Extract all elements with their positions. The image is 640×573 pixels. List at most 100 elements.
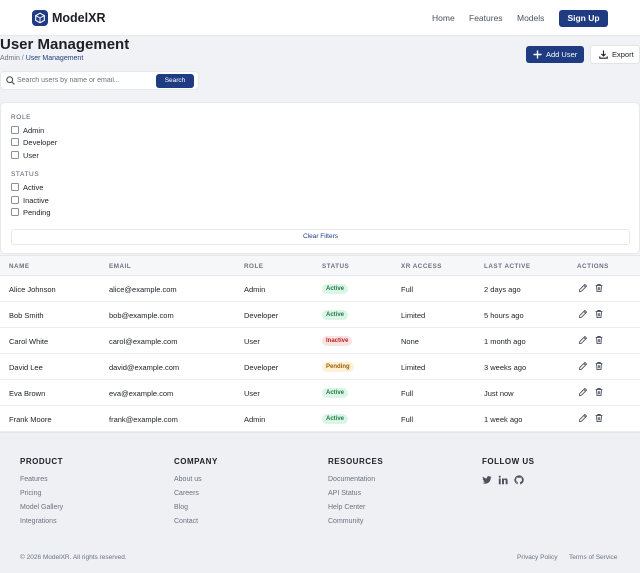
status-badge: Inactive bbox=[322, 336, 353, 346]
cell-last-active: 2 days ago bbox=[484, 285, 521, 294]
status-filter-title: STATUS bbox=[11, 171, 40, 178]
footer-link-features[interactable]: Features bbox=[20, 476, 48, 483]
nav-link-features[interactable]: Features bbox=[469, 13, 503, 23]
footer-link-pricing[interactable]: Pricing bbox=[20, 490, 42, 497]
page-title: User Management bbox=[0, 36, 130, 53]
trash-icon[interactable] bbox=[594, 283, 604, 293]
status-option-label: Active bbox=[23, 182, 44, 192]
trash-icon[interactable] bbox=[594, 413, 604, 423]
trash-icon[interactable] bbox=[594, 387, 604, 397]
cell-role: User bbox=[244, 337, 260, 346]
linkedin-icon[interactable] bbox=[498, 475, 508, 485]
breadcrumb-separator: / bbox=[19, 55, 26, 62]
add-user-label: Add User bbox=[546, 50, 578, 59]
column-header-xr-access[interactable]: XR ACCESS bbox=[401, 263, 443, 270]
trash-icon[interactable] bbox=[594, 361, 604, 371]
footer-link-integrations[interactable]: Integrations bbox=[20, 518, 57, 525]
add-user-button[interactable]: Add User bbox=[526, 46, 584, 63]
status-option-label: Inactive bbox=[23, 195, 49, 205]
search-bar: Search bbox=[0, 71, 199, 90]
cell-xr-access: Full bbox=[401, 415, 414, 424]
pencil-icon[interactable] bbox=[578, 309, 588, 319]
footer-link-help-center[interactable]: Help Center bbox=[328, 504, 366, 511]
admin-checkbox[interactable] bbox=[11, 126, 19, 134]
export-label: Export bbox=[612, 50, 634, 59]
table-row: Frank Moore frank@example.com Admin Full 1 w… bbox=[0, 406, 640, 432]
active-checkbox[interactable] bbox=[11, 183, 19, 191]
users-table: NAME EMAIL ROLE STATUS XR ACCESS LAST AC… bbox=[0, 255, 640, 432]
inactive-checkbox[interactable] bbox=[11, 196, 19, 204]
cell-email: david@example.com bbox=[109, 363, 180, 372]
status-badge: Active bbox=[322, 310, 349, 320]
pending-checkbox[interactable] bbox=[11, 208, 19, 216]
cell-name: Eva Brown bbox=[9, 389, 46, 398]
footer-link-contact[interactable]: Contact bbox=[174, 518, 199, 525]
footer-link-api-status[interactable]: API Status bbox=[328, 490, 362, 497]
role-option-label: User bbox=[23, 150, 39, 160]
pencil-icon[interactable] bbox=[578, 335, 588, 345]
cell-email: alice@example.com bbox=[109, 285, 177, 294]
column-header-email[interactable]: EMAIL bbox=[109, 263, 132, 270]
breadcrumb-root[interactable]: Admin bbox=[0, 55, 20, 62]
user-checkbox[interactable] bbox=[11, 151, 19, 159]
role-option-label: Admin bbox=[23, 125, 45, 135]
footer-product-title: PRODUCT bbox=[20, 457, 64, 466]
cell-name: Alice Johnson bbox=[9, 285, 56, 294]
footer-link-blog[interactable]: Blog bbox=[174, 504, 189, 511]
status-badge: Pending bbox=[322, 362, 354, 372]
table-row: Alice Johnson alice@example.com Admin Full 2… bbox=[0, 276, 640, 302]
cell-last-active: 1 month ago bbox=[484, 337, 526, 346]
search-icon bbox=[6, 76, 15, 85]
role-filter-title: ROLE bbox=[11, 114, 32, 121]
column-header-name[interactable]: NAME bbox=[9, 263, 30, 270]
footer-link-community[interactable]: Community bbox=[328, 518, 364, 525]
footer-link-model-gallery[interactable]: Model Gallery bbox=[20, 504, 64, 511]
cell-role: Admin bbox=[244, 415, 266, 424]
footer-follow-title: FOLLOW US bbox=[482, 457, 535, 466]
column-header-status[interactable]: STATUS bbox=[322, 263, 350, 270]
developer-checkbox[interactable] bbox=[11, 138, 19, 146]
twitter-icon[interactable] bbox=[482, 475, 492, 485]
trash-icon[interactable] bbox=[594, 335, 604, 345]
role-option-label: Developer bbox=[23, 137, 58, 147]
table-row: Bob Smith bob@example.com Developer Limited… bbox=[0, 302, 640, 328]
search-input[interactable] bbox=[17, 74, 151, 87]
cell-last-active: 1 week ago bbox=[484, 415, 523, 424]
status-badge: Active bbox=[322, 414, 349, 424]
search-button[interactable]: Search bbox=[156, 74, 194, 88]
cell-email: carol@example.com bbox=[109, 337, 178, 346]
cell-xr-access: Full bbox=[401, 389, 414, 398]
footer-resources-title: RESOURCES bbox=[328, 457, 384, 466]
cell-name: Frank Moore bbox=[9, 415, 52, 424]
clear-filters-button[interactable]: Clear Filters bbox=[11, 229, 630, 245]
export-button[interactable]: Export bbox=[590, 45, 640, 64]
cell-role: Admin bbox=[244, 285, 266, 294]
cell-xr-access: Limited bbox=[401, 363, 426, 372]
privacy-policy-link[interactable]: Privacy Policy bbox=[517, 554, 558, 561]
cell-xr-access: Full bbox=[401, 285, 414, 294]
footer-link-about[interactable]: About us bbox=[174, 476, 202, 483]
pencil-icon[interactable] bbox=[578, 283, 588, 293]
pencil-icon[interactable] bbox=[578, 387, 588, 397]
copyright-text: © 2026 ModelXR. All rights reserved. bbox=[20, 554, 127, 561]
sign-up-button[interactable]: Sign Up bbox=[559, 10, 608, 27]
nav-link-home[interactable]: Home bbox=[432, 13, 455, 23]
footer-link-careers[interactable]: Careers bbox=[174, 490, 199, 497]
pencil-icon[interactable] bbox=[578, 361, 588, 371]
trash-icon[interactable] bbox=[594, 309, 604, 319]
column-header-actions: ACTIONS bbox=[577, 263, 609, 270]
footer-link-documentation[interactable]: Documentation bbox=[328, 476, 376, 483]
nav-link-models[interactable]: Models bbox=[517, 13, 545, 23]
cell-name: Bob Smith bbox=[9, 311, 44, 320]
pencil-icon[interactable] bbox=[578, 413, 588, 423]
filter-panel: ROLE Admin Developer User STATUS Active … bbox=[0, 102, 640, 254]
modelxr-logo-icon[interactable] bbox=[32, 10, 48, 26]
terms-of-service-link[interactable]: Terms of Service bbox=[569, 554, 618, 561]
column-header-role[interactable]: ROLE bbox=[244, 263, 264, 270]
brand-name[interactable]: ModelXR bbox=[52, 11, 106, 25]
cell-role: Developer bbox=[244, 363, 279, 372]
github-icon[interactable] bbox=[514, 475, 524, 485]
cell-last-active: Just now bbox=[484, 389, 514, 398]
cell-last-active: 3 weeks ago bbox=[484, 363, 527, 372]
breadcrumb-current: User Management bbox=[25, 55, 84, 62]
